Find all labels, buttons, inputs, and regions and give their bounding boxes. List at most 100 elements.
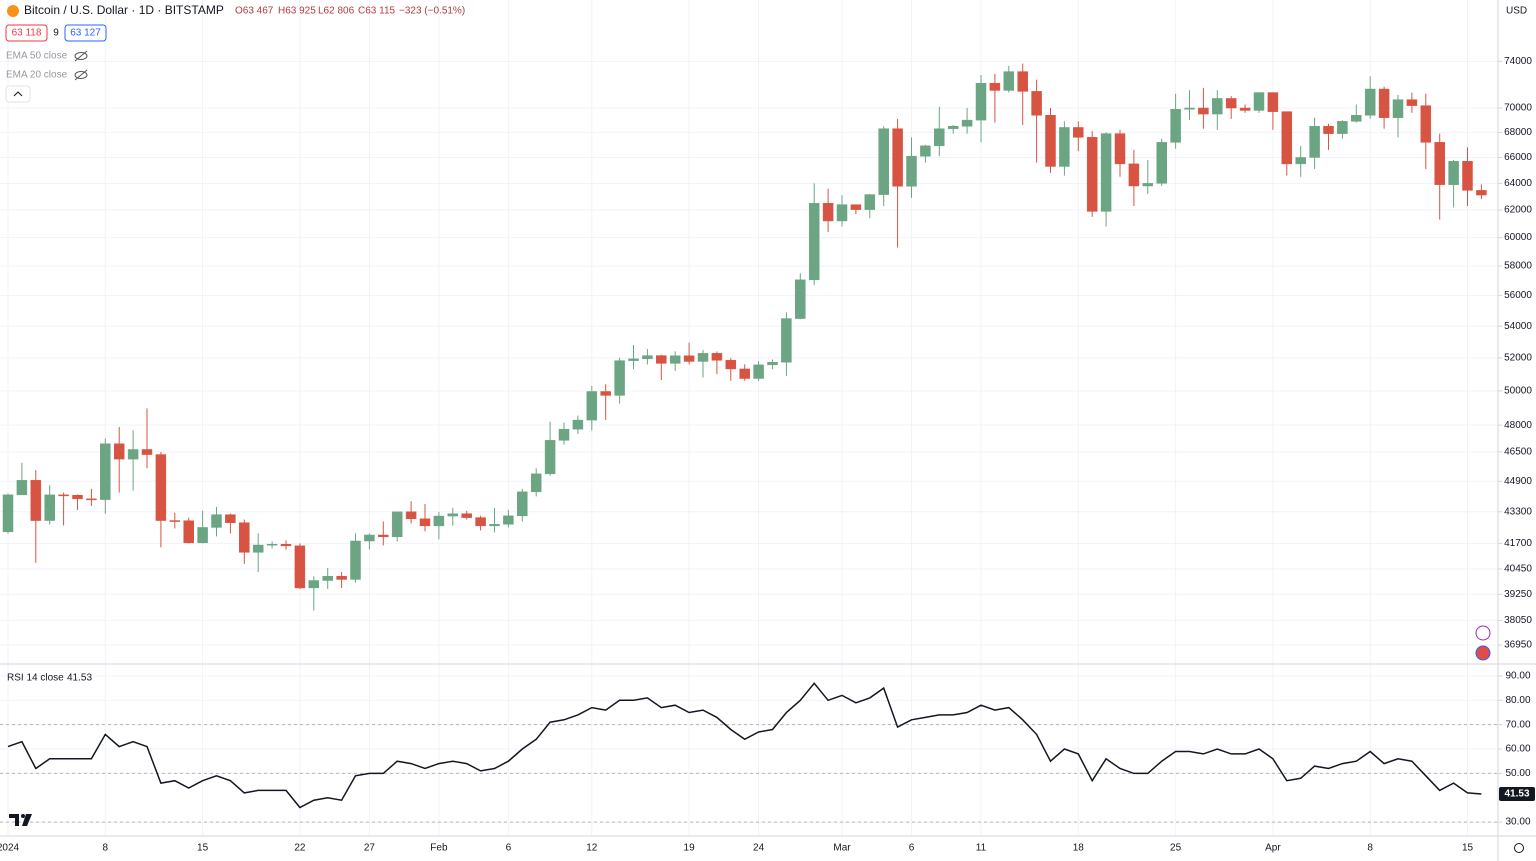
candle-body <box>683 355 695 362</box>
ohlc-open: O63 467 <box>235 6 274 17</box>
candle-body <box>419 518 431 527</box>
indicator-ema50[interactable]: EMA 50 close <box>6 51 68 62</box>
rsi-line <box>7 682 1482 809</box>
y-tick-label: 44900 <box>1504 476 1532 487</box>
candle-body <box>113 443 125 460</box>
candle-body <box>558 428 570 441</box>
candle-body <box>1017 71 1028 92</box>
currency[interactable]: USD <box>1506 6 1527 17</box>
candle-body <box>1406 99 1418 106</box>
candle-body <box>1239 107 1251 111</box>
y-tick-label: 43300 <box>1504 506 1532 517</box>
candle-body <box>572 419 584 430</box>
candle-body <box>336 576 347 580</box>
candle-body <box>1476 190 1487 196</box>
chevron <box>13 91 23 97</box>
hide-icon[interactable] <box>74 50 88 62</box>
candle-body <box>378 534 389 538</box>
y-tick-label: 56000 <box>1504 290 1532 301</box>
btc-icon <box>7 5 19 17</box>
marks <box>2 63 1487 809</box>
candle-body <box>1003 71 1015 91</box>
candle-body <box>30 480 42 521</box>
candle-body <box>1100 133 1112 212</box>
rsi-title[interactable]: RSI 14 close <box>7 673 64 684</box>
bid-price[interactable]: 63 118 <box>12 28 42 39</box>
ask-price[interactable]: 63 127 <box>70 28 101 39</box>
candle-body <box>1059 127 1070 167</box>
candle-body <box>975 82 987 121</box>
y-tick-label: 38050 <box>1504 615 1532 626</box>
candle-body <box>489 524 500 527</box>
candle-body <box>2 494 14 533</box>
event-icon[interactable] <box>1475 625 1491 641</box>
y-tick-label: 60000 <box>1504 232 1532 243</box>
x-tick-label: 2024 <box>0 843 20 854</box>
y-tick-label: 50.00 <box>1505 768 1530 779</box>
x-tick-label: 15 <box>1462 843 1474 854</box>
ohlc-low: L62 806 <box>318 6 355 17</box>
ask-box[interactable] <box>64 24 107 42</box>
candle-body <box>503 515 514 525</box>
candle-body <box>642 355 653 360</box>
candle-body <box>1114 133 1126 165</box>
ohlc-high: H63 925 <box>278 6 316 17</box>
y-tick-label: 52000 <box>1504 353 1532 364</box>
candle-body <box>961 119 973 127</box>
candle-body <box>405 511 417 520</box>
x-tick-label: 22 <box>294 843 306 854</box>
candle-body <box>86 498 97 501</box>
candle-body <box>808 203 820 281</box>
flag-icon[interactable] <box>1475 645 1491 661</box>
y-tick-label: 70.00 <box>1505 719 1530 730</box>
y-tick-label: 62000 <box>1504 205 1532 216</box>
candle-body <box>1031 91 1042 116</box>
y-tick-label: 50000 <box>1504 385 1532 396</box>
candle-body <box>1448 161 1459 185</box>
candle-body <box>1170 108 1181 143</box>
indicator-ema20[interactable]: EMA 20 close <box>6 70 68 81</box>
x-tick-label: Feb <box>430 843 448 854</box>
settings-icon[interactable] <box>1514 843 1524 853</box>
candle-body <box>1184 107 1195 110</box>
candle-body <box>586 391 598 421</box>
candle-body <box>947 125 959 129</box>
y-tick-label: 74000 <box>1504 56 1532 67</box>
candle-body <box>308 580 320 589</box>
y-tick-label: 80.00 <box>1505 695 1530 706</box>
ohlc-change: −323 (−0.51%) <box>399 6 465 17</box>
candle-body <box>1198 107 1209 115</box>
candle-body <box>697 353 709 362</box>
candle-body <box>600 391 611 396</box>
candle-body <box>1156 142 1167 184</box>
y-tick-label: 60.00 <box>1505 744 1530 755</box>
candle-body <box>1462 161 1473 191</box>
bid-box[interactable] <box>5 24 48 42</box>
candle-body <box>1323 125 1334 134</box>
x-tick-label: 19 <box>684 843 696 854</box>
candle-body <box>836 204 848 222</box>
candle-body <box>364 534 375 542</box>
x-tick-label: 27 <box>364 843 376 854</box>
candle-body <box>920 145 931 157</box>
candle-body <box>1045 115 1056 167</box>
candle-body <box>781 318 792 363</box>
candle-body <box>141 449 153 455</box>
y-tick-label: 54000 <box>1504 321 1532 332</box>
symbol-title[interactable]: Bitcoin / U.S. Dollar · 1D · BITSTAMP <box>24 3 224 17</box>
candle-body <box>934 128 945 147</box>
x-tick-label: 12 <box>586 843 598 854</box>
x-tick-label: 18 <box>1073 843 1085 854</box>
candle-body <box>530 473 542 493</box>
candle-body <box>753 364 764 379</box>
candle-body <box>628 358 639 361</box>
hide-icon[interactable] <box>74 69 88 81</box>
candle-body <box>1281 111 1293 165</box>
candle-body <box>239 522 250 553</box>
collapse-button[interactable] <box>5 85 31 103</box>
x-tick-label: Apr <box>1265 843 1281 854</box>
candle-body <box>892 128 903 187</box>
x-tick-label: 11 <box>976 843 987 854</box>
candle-body <box>1364 88 1376 116</box>
